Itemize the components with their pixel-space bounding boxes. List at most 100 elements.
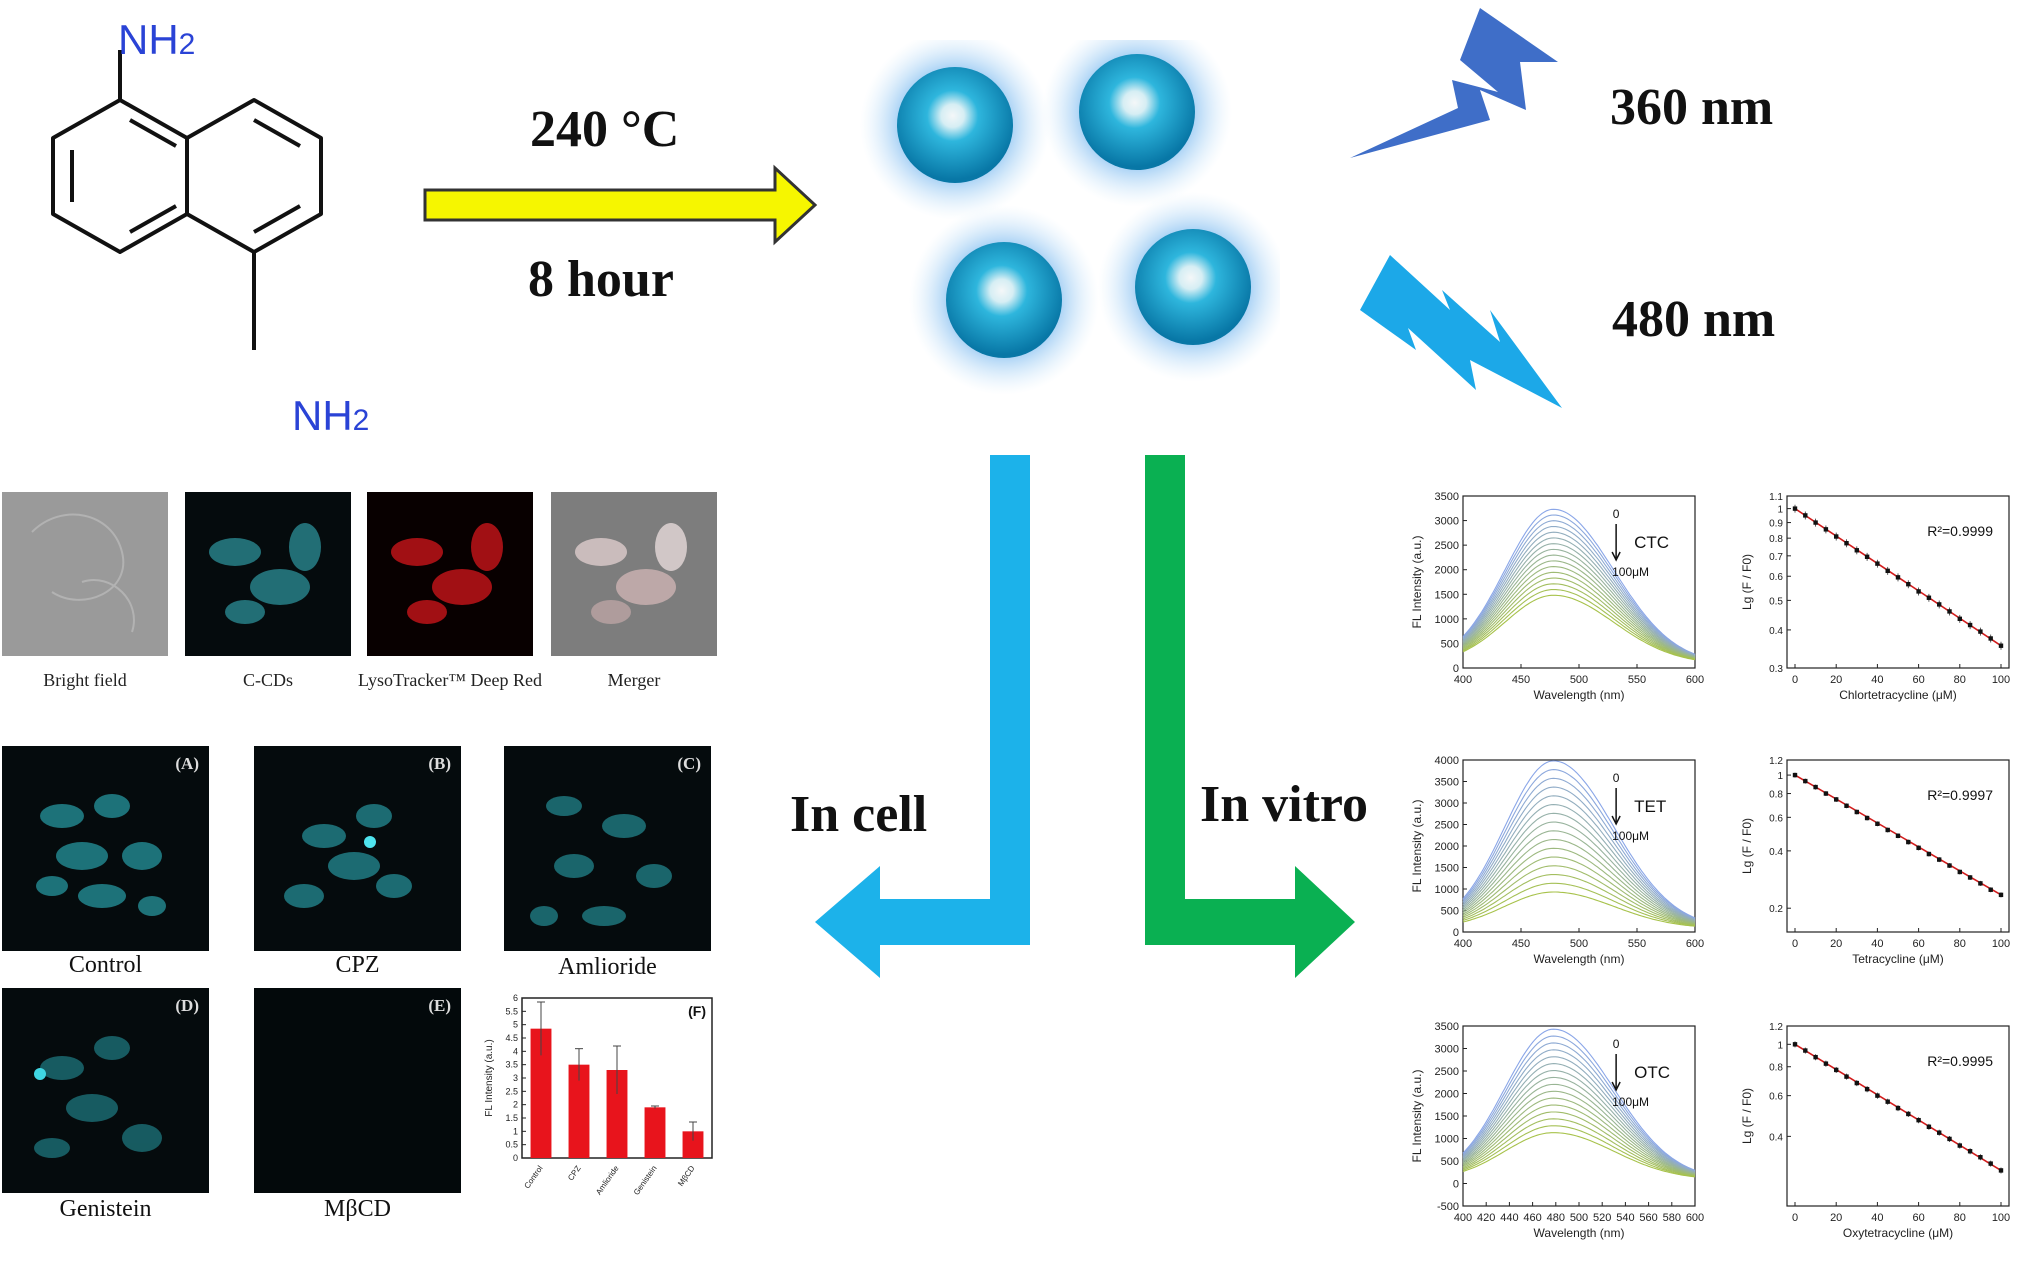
y-tick-label: 4.5: [505, 1033, 518, 1043]
y-axis-label: FL Intensity (a.u.): [484, 1039, 495, 1116]
caption-c-cds: C-CDs: [242, 670, 293, 690]
panel-label-f: (F): [688, 1003, 706, 1019]
data-point: [1823, 791, 1829, 796]
data-point: [1895, 833, 1901, 838]
data-point: [1895, 1105, 1901, 1111]
y-tick-label: 2: [513, 1100, 518, 1110]
spectrum-curve: [1462, 1042, 1696, 1172]
x-tick-label: Control: [522, 1164, 544, 1190]
data-point: [1978, 881, 1983, 886]
spectrum-curve: [1462, 760, 1696, 919]
merger-image: [551, 492, 717, 656]
synthesis-temperature: 240 °C: [530, 101, 680, 158]
y-tick-label: 0.6: [1769, 572, 1783, 583]
y-tick-label: 1: [513, 1126, 518, 1136]
x-tick-label: Amlioride: [594, 1164, 621, 1197]
data-point: [1864, 815, 1870, 821]
amine-bottom-label: NH2: [292, 392, 370, 439]
y-tick-label: 1.2: [1769, 756, 1783, 767]
plot-frame: [1786, 495, 2010, 669]
spectrum-curve: [1462, 1028, 1696, 1171]
y-tick-label: 1000: [1435, 1134, 1459, 1146]
x-tick-label: 80: [1954, 938, 1966, 950]
data-point: [1813, 784, 1818, 790]
y-tick-label: 5.5: [505, 1006, 518, 1016]
y-tick-label: 3.5: [505, 1060, 518, 1070]
data-point: [1967, 875, 1973, 880]
plot-frame: [1786, 759, 2010, 933]
data-point: [1906, 1111, 1911, 1117]
spectrum-curve: [1462, 847, 1696, 924]
spectrum-curve: [1462, 795, 1696, 921]
data-point: [1916, 1117, 1921, 1123]
y-tick-label: 2000: [1435, 565, 1459, 577]
data-point: [1947, 863, 1952, 868]
arrow-bottom-label: 100μM: [1612, 1095, 1649, 1109]
c-cds-image: [185, 492, 351, 656]
y-tick-label: 0: [1453, 927, 1459, 939]
panel-label-a: (A): [175, 754, 199, 773]
excitation-wavelength: 360 nm: [1610, 79, 1774, 136]
data-point: [1803, 778, 1808, 784]
spectrum-curve: [1462, 786, 1696, 921]
y-tick-label: 2.5: [505, 1086, 518, 1096]
x-tick-label: 0: [1792, 674, 1798, 686]
y-tick-label: 0.8: [1769, 534, 1783, 545]
panel-label-e: (E): [428, 996, 451, 1015]
x-tick-label: CPZ: [566, 1164, 583, 1182]
spectrum-curve: [1462, 1056, 1696, 1173]
plot-frame: [1462, 1025, 1696, 1207]
data-point: [1998, 643, 2004, 648]
x-tick-label: Genistein: [632, 1164, 659, 1197]
x-tick-label: 20: [1830, 1212, 1842, 1224]
y-tick-label: 4000: [1435, 755, 1459, 767]
x-tick-label: 550: [1628, 674, 1646, 686]
bright-field-image: [2, 492, 168, 656]
spectrum-curve: [1462, 1104, 1696, 1176]
data-point: [1937, 1130, 1942, 1135]
data-point: [1916, 589, 1921, 594]
y-axis-label: FL Intensity (a.u.): [1410, 1070, 1424, 1163]
x-tick-label: 40: [1871, 938, 1883, 950]
emission-wavelength: 480 nm: [1612, 291, 1776, 348]
data-point: [1947, 609, 1952, 614]
data-point: [1864, 1086, 1870, 1092]
data-point: [1926, 595, 1932, 600]
tet-fit-chart: 0.2 0.4 0.6 0.8 1 1.2 0 20 40 60 80 100 Tetracycline…: [1740, 756, 2010, 966]
tet-spectra-chart: 0 500 1000 1500 2000 2500 3000 3500 4000 400 450 50…: [1410, 755, 1704, 966]
x-tick-label: 60: [1912, 1212, 1924, 1224]
data-point: [1988, 1161, 1993, 1166]
caption-lysotracker: LysoTracker™ Deep Red: [358, 670, 542, 690]
y-tick-label: 3500: [1435, 777, 1459, 789]
x-tick-label: 600: [1686, 674, 1704, 686]
y-tick-label: 2500: [1435, 540, 1459, 552]
y-axis-label: Lg (F / F0): [1740, 1088, 1754, 1144]
x-tick-label: 60: [1912, 674, 1924, 686]
caption-mbcd: MβCD: [324, 1196, 391, 1222]
spectrum-curve: [1462, 1097, 1696, 1176]
data-point: [1813, 520, 1818, 525]
y-tick-label: 1000: [1435, 884, 1459, 896]
x-tick-label: 0: [1792, 938, 1798, 950]
x-tick-label: 550: [1628, 938, 1646, 950]
data-point: [1947, 1136, 1952, 1142]
ctc-spectra-chart: 0 500 1000 1500 2000 2500 3000 3500 400 450 500 550…: [1410, 491, 1704, 702]
spectrum-curve: [1462, 566, 1696, 659]
x-tick-label: 80: [1954, 1212, 1966, 1224]
y-tick-label: 1: [1777, 1040, 1783, 1051]
y-tick-label: 0.5: [505, 1140, 518, 1150]
data-point: [1823, 527, 1829, 532]
y-tick-label: 0.6: [1769, 813, 1783, 824]
spectrum-curve: [1462, 1070, 1696, 1174]
arrow-bottom-label: 100μM: [1612, 565, 1649, 579]
concentration-arrowhead: [1611, 1081, 1621, 1092]
naphthalene-diamine-structure: [51, 50, 323, 350]
y-tick-label: 0.4: [1769, 626, 1783, 637]
y-tick-label: 3000: [1435, 516, 1459, 528]
analyte-label: OTC: [1634, 1063, 1670, 1082]
caption-cpz: CPZ: [335, 952, 380, 978]
inhibitor-panel-genistein: (D): [2, 988, 209, 1193]
data-point: [1803, 1048, 1808, 1053]
spectrum-curve: [1462, 1035, 1696, 1172]
data-point: [1834, 534, 1839, 539]
